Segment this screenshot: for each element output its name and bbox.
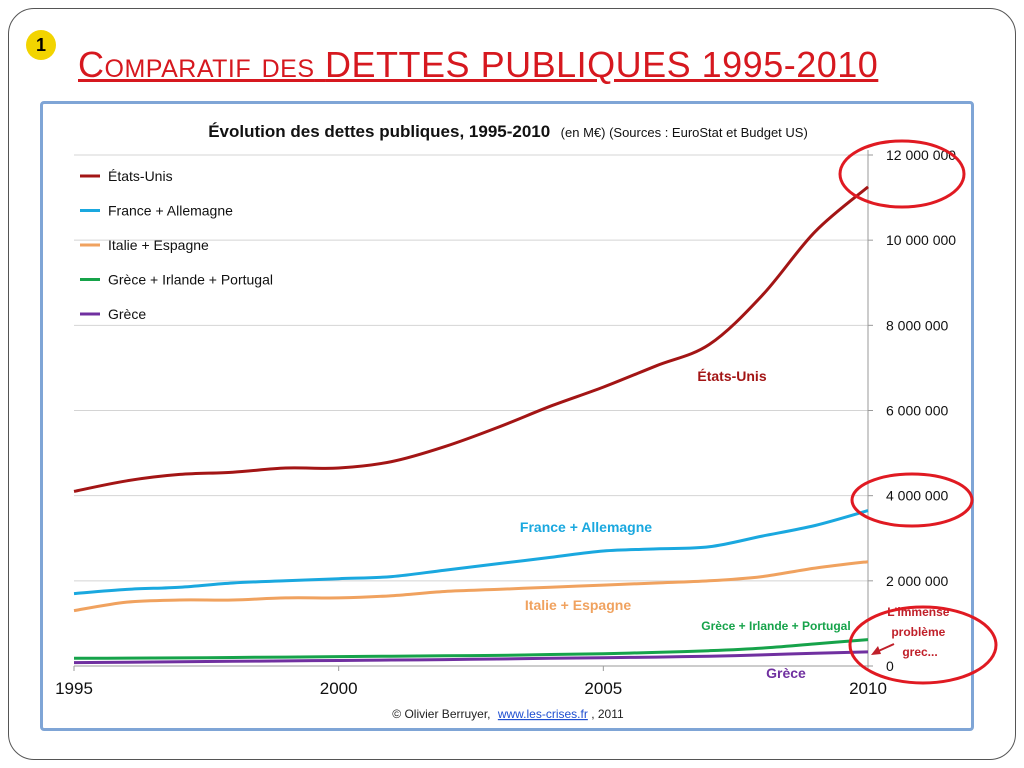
y-tick-label: 6 000 000 bbox=[886, 403, 948, 419]
grid-lines bbox=[74, 154, 868, 582]
highlight-circle-4m bbox=[850, 472, 974, 528]
x-tick-label: 2005 bbox=[584, 679, 622, 698]
y-tick-label: 2 000 000 bbox=[886, 573, 948, 589]
annotation-it-es: Italie + Espagne bbox=[525, 597, 631, 613]
chart-panel bbox=[40, 101, 974, 731]
credit-link[interactable]: www.les-crises.fr bbox=[497, 707, 588, 721]
slide-title: Comparatif des DETTES PUBLIQUES 1995-201… bbox=[78, 44, 878, 86]
highlight-circle-greece bbox=[848, 605, 998, 685]
annotation-problem-line2: problème bbox=[891, 625, 945, 639]
series-lines bbox=[73, 185, 869, 665]
y-tick-label: 8 000 000 bbox=[886, 317, 948, 333]
series-line-grece bbox=[73, 650, 869, 665]
tick-labels: 0 2 000 000 4 000 000 6 000 000 8 000 000 10 … bbox=[55, 147, 956, 698]
y-tick-label: 10 000 000 bbox=[886, 232, 956, 248]
credit-prefix: © Olivier Berruyer, bbox=[392, 707, 490, 721]
chart-title: Évolution des dettes publiques, 1995-201… bbox=[208, 122, 550, 141]
series-line-grece-irlande-portugal bbox=[73, 638, 869, 660]
axes bbox=[73, 150, 873, 671]
chart-subtitle: (en M€) (Sources : EuroStat et Budget US… bbox=[561, 125, 808, 140]
credit-line: © Olivier Berruyer, www.les-crises.fr , … bbox=[392, 707, 624, 721]
slide-title-part2: DETTES PUBLIQUES 1995-2010 bbox=[325, 44, 879, 85]
legend: États-Unis France + Allemagne Italie + Esp… bbox=[80, 168, 273, 322]
series-line-etats-unis bbox=[73, 185, 869, 493]
highlight-circle-12m bbox=[838, 139, 966, 209]
annotation-fr-de: France + Allemagne bbox=[520, 519, 652, 535]
y-tick-label: 0 bbox=[886, 658, 894, 674]
x-tick-label: 2000 bbox=[320, 679, 358, 698]
legend-label: Grèce + Irlande + Portugal bbox=[108, 272, 273, 288]
y-tick-label: 12 000 000 bbox=[886, 147, 956, 163]
annotation-greek-problem: L'immense problème grec... bbox=[887, 605, 953, 659]
credit-suffix: , 2011 bbox=[591, 707, 624, 721]
legend-label: France + Allemagne bbox=[108, 203, 233, 219]
annotation-us: États-Unis bbox=[697, 368, 766, 384]
bullet-number-badge: 1 bbox=[26, 30, 56, 60]
annotation-gr-ie-pt: Grèce + Irlande + Portugal bbox=[701, 619, 850, 633]
x-tick-label: 1995 bbox=[55, 679, 93, 698]
legend-label: Grèce bbox=[108, 306, 146, 322]
slide-title-part1: Comparatif des bbox=[78, 44, 315, 85]
problem-arrow-head bbox=[871, 646, 881, 655]
legend-label: Italie + Espagne bbox=[108, 237, 209, 253]
series-line-italie-espagne bbox=[73, 560, 869, 613]
annotation-problem-line3: grec... bbox=[902, 645, 937, 659]
y-tick-label: 4 000 000 bbox=[886, 488, 948, 504]
annotation-gr: Grèce bbox=[766, 665, 806, 681]
series-line-france-allemagne bbox=[73, 509, 869, 596]
chart-title-group: Évolution des dettes publiques, 1995-201… bbox=[208, 122, 808, 141]
x-tick-label: 2010 bbox=[849, 679, 887, 698]
legend-label: États-Unis bbox=[108, 168, 173, 184]
